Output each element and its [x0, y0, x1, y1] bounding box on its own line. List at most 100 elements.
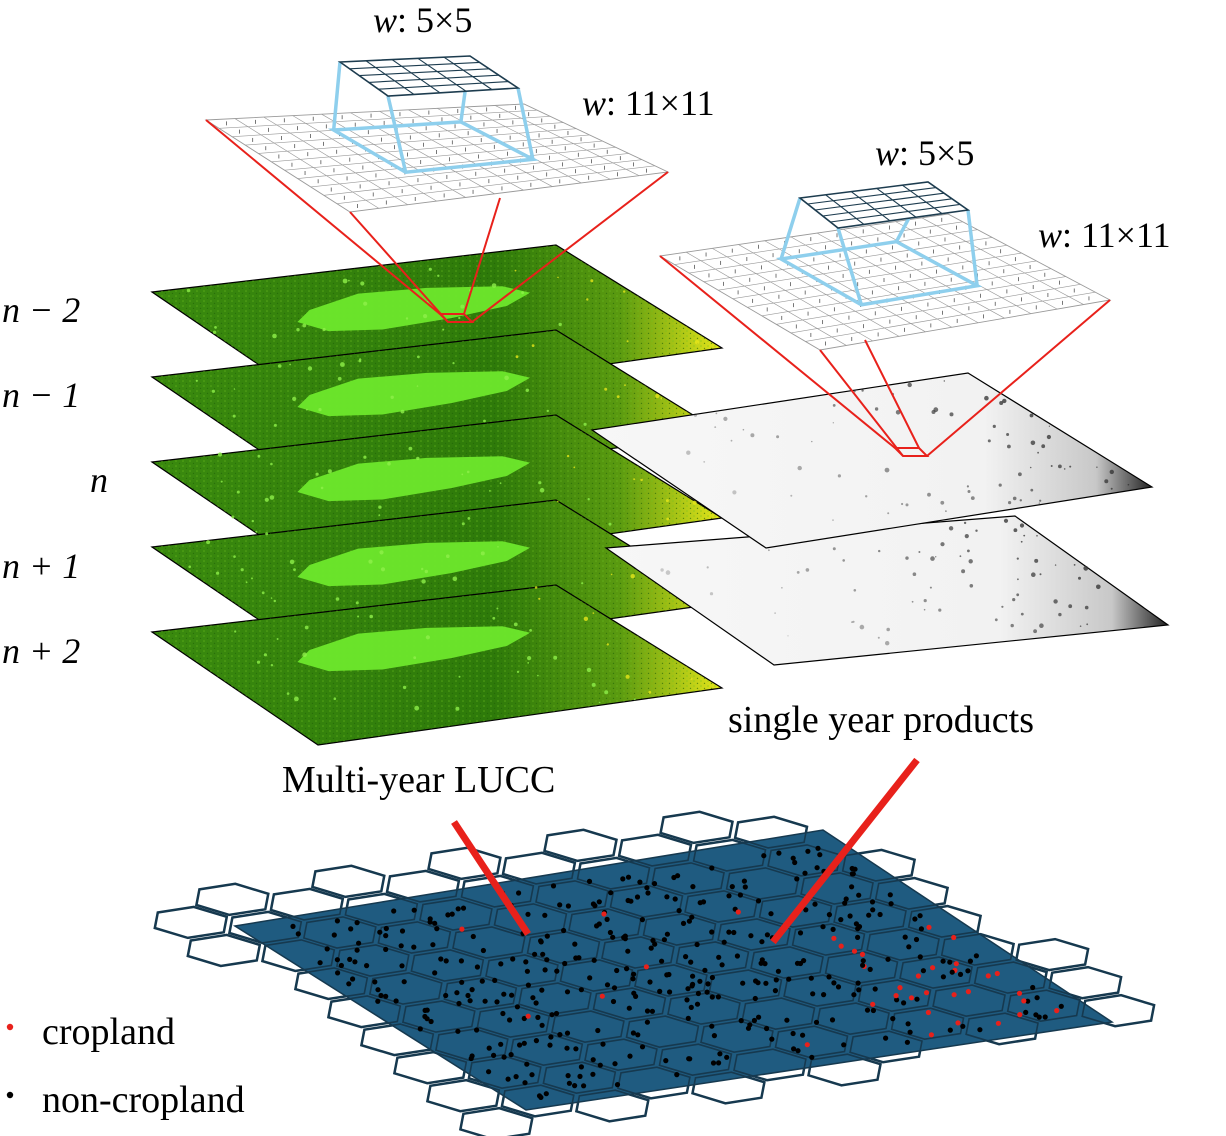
noncropland-sample [624, 966, 630, 972]
noncropland-sample [338, 962, 344, 969]
noncropland-sample [741, 878, 748, 884]
right-small-window-label: w: 5×5 [875, 133, 974, 173]
single-year-speck [1084, 605, 1089, 610]
noncropland-sample [702, 967, 708, 973]
noncropland-sample [814, 865, 820, 871]
large-window-grid-gridline [466, 106, 611, 180]
single-year-layer-0 [604, 515, 1170, 666]
single-year-layer-surface [590, 372, 1154, 549]
inner-hex-cell [849, 1030, 923, 1064]
noncropland-sample [377, 929, 383, 935]
noncropland-sample [372, 979, 378, 985]
single-year-speck [948, 526, 954, 531]
noncropland-sample [544, 957, 550, 963]
inner-hex-cell [153, 906, 228, 939]
noncropland-sample [790, 1030, 796, 1037]
noncropland-sample [644, 885, 650, 891]
noncropland-sample [805, 848, 811, 854]
lucc-speck [251, 577, 253, 580]
noncropland-sample [648, 945, 654, 951]
lucc-speck [630, 574, 635, 579]
noncropland-sample [960, 1023, 966, 1029]
inner-hex-cell [535, 880, 609, 913]
lucc-speck [390, 395, 394, 399]
noncropland-sample [918, 926, 925, 932]
noncropland-sample [438, 956, 444, 962]
noncropland-sample [610, 998, 617, 1005]
noncropland-sample [888, 901, 894, 907]
noncropland-sample [709, 994, 715, 1000]
noncropland-sample [710, 1060, 717, 1066]
small-window-grid-gridline [443, 56, 493, 91]
single-year-speck [1039, 499, 1042, 502]
noncropland-sample [695, 990, 702, 997]
inner-hex-cell [335, 944, 410, 977]
left-large-window-symbol: w [582, 83, 606, 123]
inner-hex-cell [518, 982, 592, 1015]
noncropland-sample [870, 907, 876, 913]
inner-hex-cell [642, 913, 717, 946]
noncropland-sample [764, 1025, 770, 1032]
noncropland-sample [614, 967, 620, 974]
noncropland-sample [620, 876, 626, 882]
noncropland-sample [539, 1022, 545, 1028]
single-year-speck [886, 627, 890, 632]
noncropland-sample [513, 1074, 519, 1080]
noncropland-sample [690, 981, 696, 988]
lucc-cropland-patch [297, 286, 531, 332]
noncropland-sample [885, 956, 891, 962]
noncropland-sample [826, 912, 833, 918]
inner-hex-cell [1048, 966, 1123, 1000]
lucc-speck [626, 340, 629, 343]
lucc-speck [380, 567, 386, 572]
noncropland-sample [775, 968, 782, 974]
noncropland-sample [529, 1072, 535, 1078]
noncropland-sample [428, 1018, 434, 1025]
lucc-layer-texture [152, 585, 722, 745]
lucc-speck [516, 670, 520, 674]
lucc-speck [348, 279, 350, 282]
window-box-edge [386, 95, 408, 173]
inner-hex-cell [360, 1023, 435, 1056]
noncropland-sample [842, 900, 848, 906]
single-year-speck [1019, 523, 1025, 528]
noncropland-sample [664, 894, 670, 900]
noncropland-sample [1042, 1014, 1048, 1020]
noncropland-sample [758, 960, 764, 966]
lucc-speck [355, 601, 359, 605]
noncropland-sample [634, 894, 641, 900]
single-year-speck [790, 494, 793, 497]
lucc-speck [188, 565, 191, 569]
noncropland-sample [391, 908, 397, 914]
lucc-speck [492, 616, 496, 620]
single-year-speck [1048, 425, 1050, 427]
single-year-speck [787, 635, 789, 637]
lucc-speck [289, 363, 291, 366]
single-year-speck [742, 428, 745, 431]
cropland-legend-label: cropland [42, 1011, 175, 1053]
inner-hex-cell [344, 893, 419, 926]
lucc-speck [231, 515, 235, 519]
lucc-speck [665, 499, 669, 503]
single-year-speck [940, 542, 945, 547]
noncropland-sample [920, 968, 927, 974]
noncropland-sample [738, 1018, 744, 1024]
frustum-edge [864, 339, 920, 449]
inner-hex-cells [153, 810, 1156, 1136]
lucc-speck [273, 423, 277, 427]
single-year-speck [1030, 440, 1036, 446]
noncropland-sample [424, 1007, 430, 1013]
single-year-speck [1063, 468, 1066, 470]
single-year-speck [781, 587, 783, 589]
single-year-speck [1013, 528, 1018, 533]
noncropland-sample [542, 912, 548, 918]
right-small-window-size: : 5×5 [899, 133, 974, 173]
single-year-speck [1104, 479, 1109, 484]
inner-hex-cell [866, 928, 940, 961]
large-window-grid-gridline [712, 248, 873, 342]
lucc-speck [206, 540, 211, 545]
lucc-speck [270, 462, 273, 466]
lucc-speck [363, 301, 368, 306]
single-year-speck [865, 495, 868, 498]
noncropland-sample [762, 961, 768, 967]
